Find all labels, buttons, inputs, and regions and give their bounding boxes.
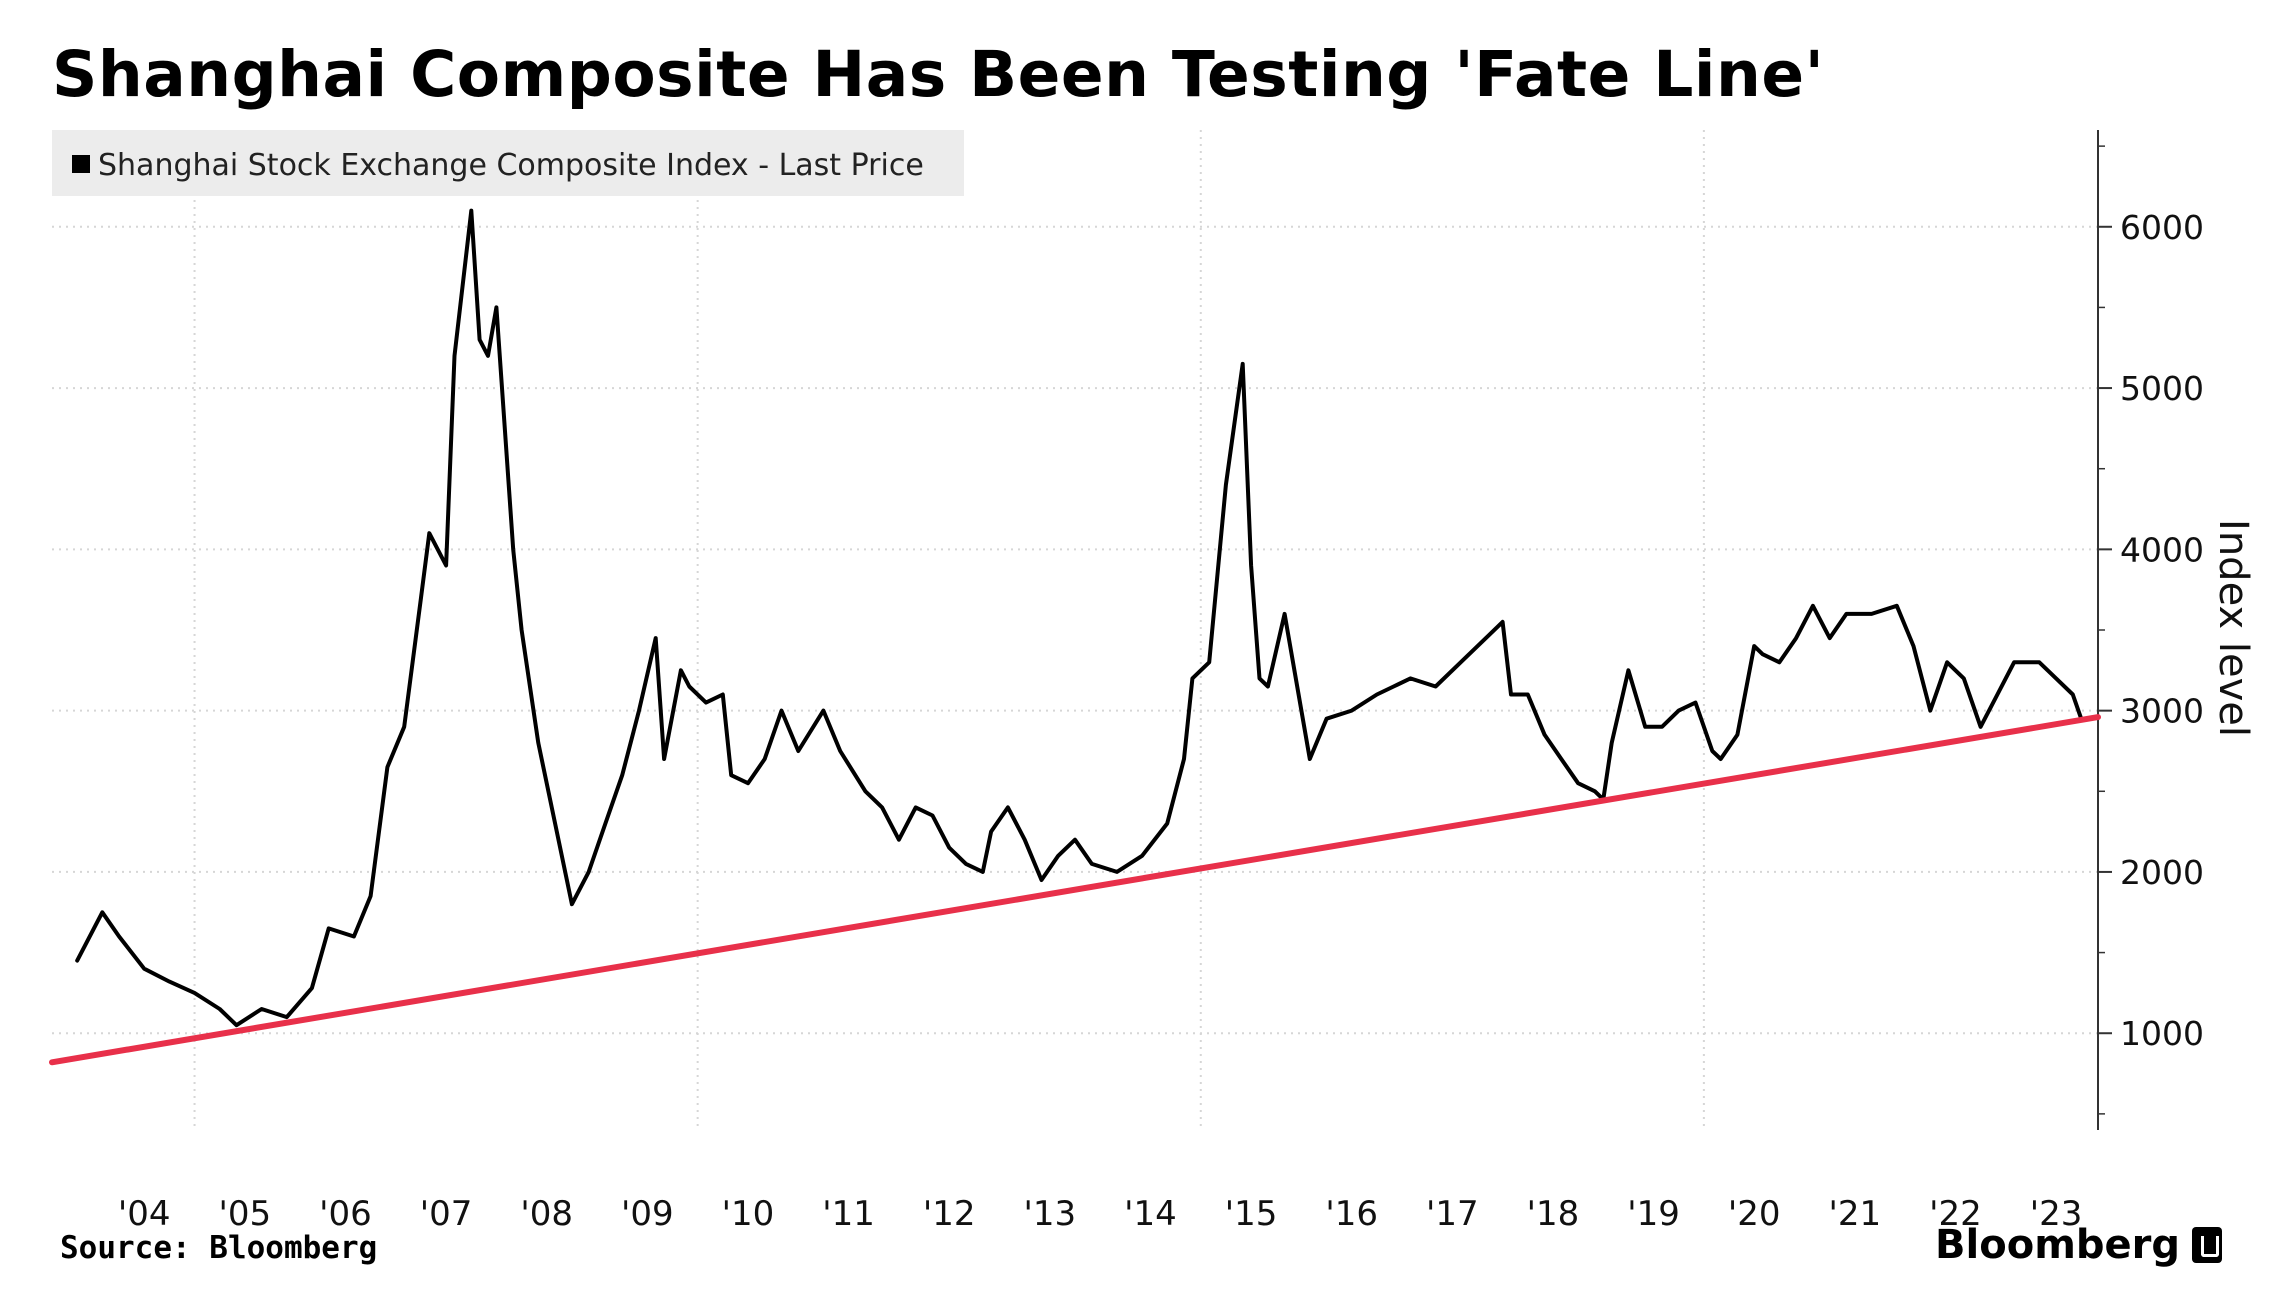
- x-tick-label: '05: [219, 1194, 272, 1234]
- chart-title: Shanghai Composite Has Been Testing 'Fat…: [52, 38, 1825, 111]
- chart-lines: [49, 208, 2101, 1066]
- x-tick-label: '20: [1728, 1194, 1781, 1234]
- x-axis: '04 '05 '06 '07 '08 '09 '10 '11 '12 '13 '14 '15 '16 '…: [118, 1194, 2082, 1234]
- x-tick-label: '17: [1426, 1194, 1479, 1234]
- y-tick-label: 4000: [2120, 530, 2204, 569]
- x-tick-label: '06: [319, 1194, 372, 1234]
- brand-name: Bloomberg: [1935, 1222, 2180, 1268]
- y-tick-label: 2000: [2120, 853, 2204, 892]
- x-tick-label: '15: [1225, 1194, 1278, 1234]
- x-tick-label: '14: [1124, 1194, 1177, 1234]
- y-axis: 1000 2000 3000 4000 5000 6000: [2097, 130, 2204, 1130]
- x-tick-label: '13: [1024, 1194, 1077, 1234]
- x-tick-label: '18: [1527, 1194, 1580, 1234]
- x-tick-label: '10: [722, 1194, 775, 1234]
- x-tick-label: '12: [923, 1194, 976, 1234]
- x-tick-label: '07: [420, 1194, 473, 1234]
- source-note: Source: Bloomberg: [60, 1230, 378, 1266]
- y-tick-label: 5000: [2120, 369, 2204, 408]
- x-tick-label: '23: [2030, 1194, 2083, 1234]
- x-tick-label: '08: [520, 1194, 573, 1234]
- index-series-line: [75, 208, 2084, 1028]
- x-tick-label: '09: [621, 1194, 674, 1234]
- y-tick-label: 1000: [2120, 1014, 2204, 1053]
- legend-label: Shanghai Stock Exchange Composite Index …: [98, 148, 924, 183]
- legend-swatch: [72, 155, 90, 173]
- legend-box: [52, 130, 964, 196]
- x-tick-label: '19: [1627, 1194, 1680, 1234]
- x-tick-label: '04: [118, 1194, 171, 1234]
- fate-line: [49, 714, 2101, 1066]
- bloomberg-icon: [2192, 1227, 2222, 1263]
- x-tick-label: '11: [822, 1194, 875, 1234]
- chart-grid: [52, 130, 2098, 1130]
- x-tick-label: '22: [1929, 1194, 1982, 1234]
- y-tick-label: 6000: [2120, 208, 2204, 247]
- y-axis-label: Index level: [2210, 519, 2256, 737]
- y-tick-label: 3000: [2120, 692, 2204, 731]
- chart-legend: Shanghai Stock Exchange Composite Index …: [52, 130, 964, 196]
- brand-logo: Bloomberg: [1935, 1222, 2222, 1268]
- x-tick-label: '21: [1829, 1194, 1882, 1234]
- x-tick-label: '16: [1325, 1194, 1378, 1234]
